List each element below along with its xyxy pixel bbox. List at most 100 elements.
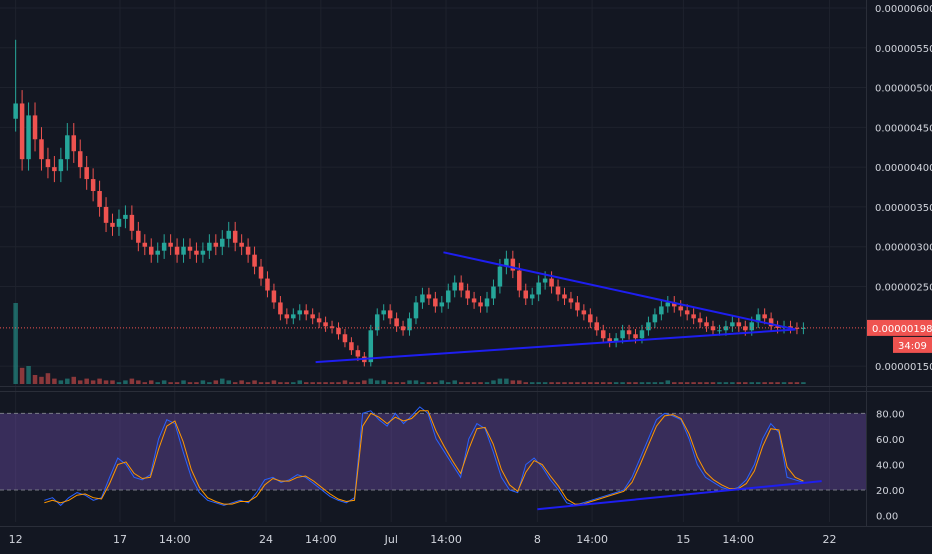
candle-body[interactable] [349, 342, 354, 351]
candle-body[interactable] [730, 322, 735, 327]
candle-body[interactable] [794, 327, 800, 329]
candle-body[interactable] [594, 322, 600, 331]
candle-body[interactable] [439, 302, 445, 307]
candle-body[interactable] [639, 330, 645, 339]
candle-body[interactable] [174, 246, 180, 255]
candle-body[interactable] [39, 139, 44, 160]
candle-body[interactable] [536, 282, 541, 295]
candle-body[interactable] [200, 250, 206, 255]
candle-body[interactable] [801, 327, 806, 329]
candle-body[interactable] [271, 290, 277, 303]
candle-body[interactable] [213, 242, 219, 247]
candle-body[interactable] [129, 214, 135, 231]
candle-body[interactable] [697, 318, 703, 323]
candle-body[interactable] [542, 278, 548, 283]
candle-body[interactable] [297, 310, 303, 315]
candle-body[interactable] [168, 242, 173, 247]
candle-body[interactable] [103, 206, 109, 223]
candle-body[interactable] [90, 179, 96, 192]
candle-body[interactable] [775, 326, 780, 328]
candle-body[interactable] [374, 314, 380, 331]
candle-body[interactable] [717, 330, 722, 332]
candle-body[interactable] [400, 326, 406, 331]
candle-body[interactable] [110, 222, 115, 227]
candle-body[interactable] [84, 167, 89, 180]
candle-body[interactable] [684, 310, 690, 315]
candle-body[interactable] [303, 310, 309, 315]
candle-body[interactable] [181, 246, 186, 255]
candle-body[interactable] [433, 298, 438, 307]
candle-body[interactable] [588, 314, 593, 323]
candle-body[interactable] [678, 306, 683, 311]
candle-body[interactable] [762, 314, 767, 319]
candle-body[interactable] [394, 318, 399, 327]
candle-body[interactable] [478, 302, 483, 307]
candle-body[interactable] [575, 302, 580, 311]
candle-body[interactable] [659, 306, 664, 315]
candle-body[interactable] [155, 250, 160, 255]
candle-body[interactable] [52, 167, 57, 172]
candle-body[interactable] [252, 254, 257, 267]
candle-body[interactable] [710, 326, 716, 331]
candle-body[interactable] [387, 310, 393, 319]
candle-body[interactable] [665, 302, 671, 307]
candle-body[interactable] [497, 266, 503, 287]
candle-body[interactable] [19, 103, 25, 160]
stoch-d-line[interactable] [44, 410, 804, 505]
triangle-trendline[interactable] [443, 251, 796, 331]
candle-body[interactable] [671, 302, 677, 307]
candle-body[interactable] [704, 322, 709, 327]
candle-body[interactable] [484, 298, 490, 307]
stoch-k-line[interactable] [44, 406, 804, 507]
candle-body[interactable] [284, 314, 290, 319]
triangle-trendline[interactable] [315, 328, 796, 364]
candle-body[interactable] [32, 115, 38, 140]
candle-body[interactable] [646, 322, 651, 331]
candle-body[interactable] [77, 151, 83, 168]
candle-body[interactable] [562, 294, 567, 299]
candle-body[interactable] [626, 330, 632, 335]
candle-body[interactable] [265, 278, 270, 291]
candle-body[interactable] [504, 258, 509, 267]
candle-body[interactable] [517, 270, 522, 291]
candle-body[interactable] [220, 238, 225, 247]
candle-body[interactable] [446, 290, 451, 303]
candle-body[interactable] [194, 250, 199, 255]
candle-body[interactable] [581, 310, 587, 315]
candle-body[interactable] [471, 298, 477, 303]
candle-body[interactable] [413, 302, 419, 319]
candle-body[interactable] [568, 298, 574, 303]
candle-body[interactable] [452, 282, 457, 291]
candle-body[interactable] [755, 314, 761, 323]
candle-body[interactable] [743, 326, 748, 331]
candle-body[interactable] [555, 286, 561, 295]
candle-body[interactable] [355, 350, 361, 357]
candle-body[interactable] [245, 246, 251, 255]
candle-body[interactable] [620, 330, 625, 339]
candle-body[interactable] [45, 159, 51, 168]
candle-body[interactable] [607, 338, 612, 343]
candle-body[interactable] [736, 322, 742, 327]
candle-body[interactable] [510, 258, 516, 271]
candle-body[interactable] [368, 330, 374, 363]
candle-body[interactable] [239, 242, 244, 247]
candle-body[interactable] [207, 242, 212, 251]
candle-body[interactable] [407, 318, 412, 331]
candle-body[interactable] [26, 115, 31, 160]
price-area[interactable] [0, 39, 866, 384]
candle-body[interactable] [310, 314, 315, 319]
candle-body[interactable] [123, 214, 128, 219]
candle-body[interactable] [458, 282, 464, 291]
candle-body[interactable] [232, 230, 238, 243]
candle-body[interactable] [426, 294, 432, 299]
candle-body[interactable] [723, 326, 729, 331]
candle-body[interactable] [633, 334, 638, 339]
oscillator-trendline[interactable] [537, 480, 822, 511]
candle-body[interactable] [226, 230, 231, 239]
candle-body[interactable] [316, 318, 322, 323]
candle-body[interactable] [381, 310, 386, 315]
candle-body[interactable] [420, 294, 425, 303]
candle-body[interactable] [65, 135, 70, 160]
candle-body[interactable] [142, 242, 148, 247]
